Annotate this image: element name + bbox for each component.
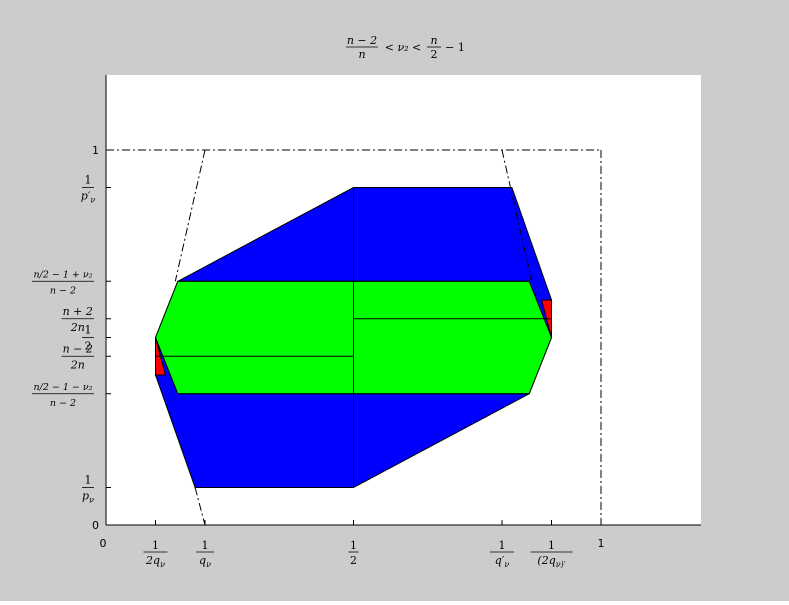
svg-text:n − 2: n − 2 xyxy=(50,398,76,409)
svg-text:1: 1 xyxy=(85,174,92,187)
svg-text:2n: 2n xyxy=(70,321,85,334)
svg-text:n + 2: n + 2 xyxy=(63,305,93,318)
svg-text:1: 1 xyxy=(152,539,159,552)
x-tick-label-one-over-2q: 1 2qν​ xyxy=(143,539,168,569)
svg-text:n/2 − 1 − ν₂: n/2 − 1 − ν₂ xyxy=(34,382,93,393)
svg-text:1: 1 xyxy=(499,539,506,552)
svg-text:2qν​: 2qν​ xyxy=(145,554,165,569)
title-middle: < ν₂ < xyxy=(385,41,422,54)
svg-text:1: 1 xyxy=(202,539,209,552)
y-tick-label-zero: 0 xyxy=(92,519,99,532)
y-tick-label-n-plus-2-over-2n: n + 2 2n xyxy=(61,305,94,334)
x-tick-label-zero: 0 xyxy=(100,537,107,550)
svg-text:2: 2 xyxy=(85,340,92,353)
svg-text:n − 2: n − 2 xyxy=(63,342,93,355)
title-rhs-tail: − 1 xyxy=(445,41,465,54)
svg-text:2: 2 xyxy=(350,554,357,567)
x-tick-label-one: 1 xyxy=(598,537,605,550)
title-lhs-numerator: n − 2 xyxy=(347,34,377,47)
title-rhs-denominator: 2 xyxy=(431,48,438,61)
title-lhs-denominator: n xyxy=(358,48,365,61)
diagram-title: n − 2 n < ν₂ < n 2 − 1 xyxy=(346,34,465,61)
dashdot-bound-line xyxy=(174,149,206,282)
svg-text:2n: 2n xyxy=(70,358,85,371)
y-tick-label-n-minus-2-over-2n: n − 2 2n xyxy=(61,342,94,371)
dashdot-bound-line xyxy=(194,487,206,526)
svg-text:1: 1 xyxy=(85,324,92,337)
dashdot-bound-line xyxy=(501,149,533,282)
x-tick-label-half: 12 xyxy=(348,539,359,567)
svg-text:1: 1 xyxy=(350,539,357,552)
svg-text:1: 1 xyxy=(85,474,92,487)
svg-text:n − 2: n − 2 xyxy=(50,285,76,296)
y-tick-label-one: 1 xyxy=(92,144,99,157)
title-rhs-numerator: n xyxy=(430,34,437,47)
y-tick-label-high-nu: n/2 − 1 + ν₂ n − 2 xyxy=(32,269,94,296)
svg-text:1: 1 xyxy=(548,539,555,552)
y-tick-label-low-nu: n/2 − 1 − ν₂ n − 2 xyxy=(32,382,94,409)
svg-text:n/2 − 1 + ν₂: n/2 − 1 + ν₂ xyxy=(34,269,93,280)
y-tick-label-half: 12 xyxy=(82,324,94,353)
